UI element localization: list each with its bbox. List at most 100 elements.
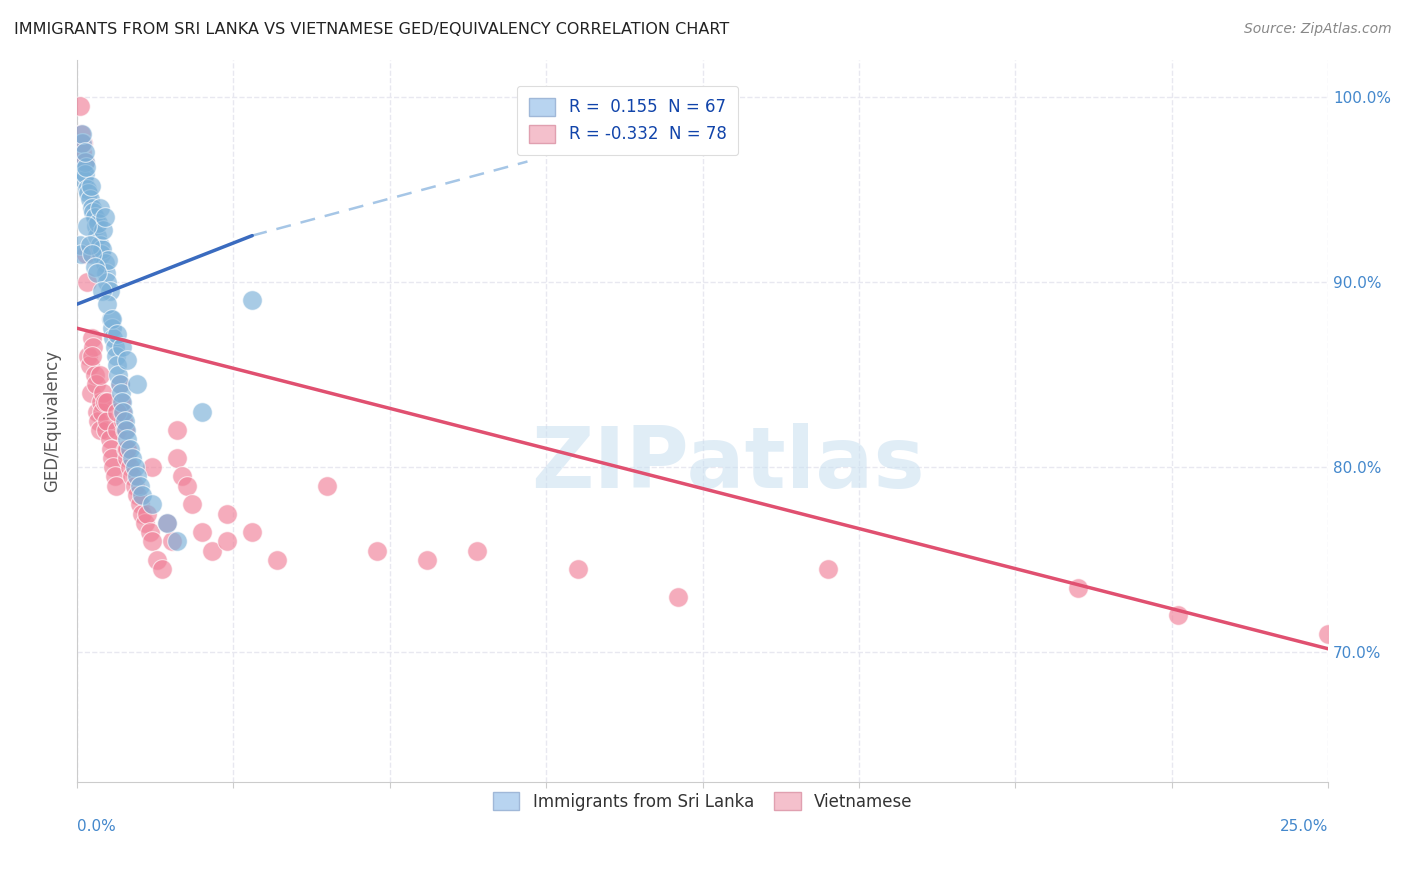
Point [416, 553, 439, 567]
Point [96, 414, 118, 428]
Text: 0.0%: 0.0% [77, 819, 115, 834]
Point [101, 312, 124, 326]
Point [108, 376, 131, 391]
Point [101, 330, 124, 344]
Point [160, 534, 183, 549]
Text: IMMIGRANTS FROM SRI LANKA VS VIETNAMESE GED/EQUIVALENCY CORRELATION CHART: IMMIGRANTS FROM SRI LANKA VS VIETNAMESE … [14, 22, 730, 37]
Point [1067, 581, 1090, 595]
Point [115, 442, 138, 456]
Point [90, 395, 112, 409]
Point [136, 507, 159, 521]
Point [79, 192, 101, 206]
Point [100, 312, 122, 326]
Point [166, 450, 188, 465]
Point [105, 349, 128, 363]
Point [97, 252, 120, 267]
Point [83, 260, 105, 274]
Point [89, 423, 111, 437]
Point [82, 201, 104, 215]
Point [105, 326, 128, 341]
Point [115, 442, 138, 456]
Point [138, 524, 160, 539]
Text: 25.0%: 25.0% [1279, 819, 1329, 834]
Point [87, 414, 110, 428]
Point [156, 516, 179, 530]
Point [80, 178, 103, 193]
Point [467, 543, 489, 558]
Point [110, 386, 132, 401]
Point [101, 450, 124, 465]
Point [114, 414, 136, 428]
Point [217, 534, 239, 549]
Point [91, 404, 114, 418]
Point [176, 479, 198, 493]
Point [82, 247, 104, 261]
Point [101, 460, 124, 475]
Point [124, 479, 146, 493]
Point [181, 497, 204, 511]
Point [111, 404, 134, 418]
Point [75, 247, 97, 261]
Point [73, 145, 96, 160]
Point [121, 469, 143, 483]
Point [107, 368, 129, 382]
Point [118, 442, 141, 456]
Point [111, 395, 134, 409]
Point [82, 349, 104, 363]
Point [366, 543, 388, 558]
Point [104, 469, 127, 483]
Point [83, 210, 105, 224]
Point [146, 553, 169, 567]
Point [240, 293, 263, 308]
Point [105, 404, 128, 418]
Point [124, 460, 146, 475]
Point [96, 275, 118, 289]
Point [70, 247, 93, 261]
Point [87, 216, 110, 230]
Point [93, 395, 115, 409]
Text: ZIPatlas: ZIPatlas [530, 423, 925, 506]
Point [150, 562, 173, 576]
Point [89, 201, 111, 215]
Point [121, 450, 143, 465]
Point [94, 266, 117, 280]
Point [141, 497, 163, 511]
Point [77, 186, 100, 200]
Point [91, 223, 114, 237]
Text: Source: ZipAtlas.com: Source: ZipAtlas.com [1244, 22, 1392, 37]
Point [105, 423, 128, 437]
Point [90, 247, 112, 261]
Point [131, 507, 153, 521]
Point [316, 479, 339, 493]
Point [105, 359, 128, 373]
Point [91, 284, 114, 298]
Point [75, 168, 97, 182]
Point [69, 238, 91, 252]
Point [172, 469, 194, 483]
Point [112, 414, 135, 428]
Point [70, 127, 93, 141]
Point [75, 160, 97, 174]
Point [127, 488, 149, 502]
Point [141, 460, 163, 475]
Point [98, 433, 121, 447]
Point [69, 99, 91, 113]
Point [201, 543, 224, 558]
Point [166, 534, 188, 549]
Point [93, 256, 115, 270]
Point [1317, 627, 1340, 641]
Point [115, 450, 138, 465]
Point [108, 376, 131, 391]
Point [128, 479, 150, 493]
Point [84, 219, 107, 234]
Point [100, 442, 122, 456]
Point [94, 423, 117, 437]
Point [567, 562, 589, 576]
Point [76, 275, 98, 289]
Point [127, 469, 149, 483]
Point [217, 507, 239, 521]
Point [73, 154, 96, 169]
Point [73, 154, 96, 169]
Point [112, 404, 135, 418]
Point [91, 242, 114, 256]
